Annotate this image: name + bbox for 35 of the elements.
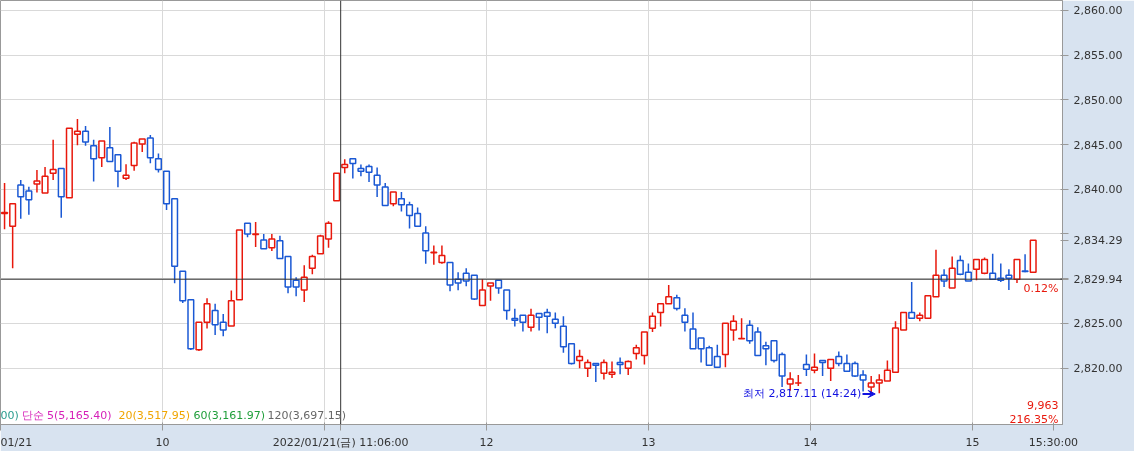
candlestick: [648, 311, 657, 333]
candlestick: [154, 152, 163, 174]
annotation: 최저 2,817.11 (14:24): [742, 387, 862, 401]
ref-line-label: 2,829.94: [1073, 273, 1123, 287]
candlestick: [681, 307, 689, 333]
candlestick: [373, 166, 381, 198]
annotation: 00): [0, 408, 19, 422]
x-tick-label: 12: [479, 435, 494, 449]
x-tick-label: 13: [641, 435, 656, 449]
candlestick: [503, 289, 511, 321]
x-tick-label: 01/21: [0, 435, 33, 449]
annotation: 0.12%: [1023, 282, 1059, 296]
candlestick: [349, 157, 357, 180]
y-tick-label: 2,834.29: [1073, 234, 1123, 248]
x-tick-label: 14: [803, 435, 818, 449]
x-tick-label: 15:30:00: [1028, 435, 1079, 449]
annotation: 9,963: [1027, 399, 1059, 413]
x-tick-label: 10: [155, 435, 170, 449]
candlestick: [308, 253, 316, 275]
candlestick: [430, 244, 438, 266]
y-tick-label: 2,860.00: [1073, 4, 1123, 18]
candlestick: [422, 225, 430, 265]
annotation: 216.35%: [1009, 412, 1059, 426]
y-tick-label: 2,850.00: [1073, 93, 1123, 107]
y-tick-label: 2,845.00: [1073, 138, 1123, 152]
annotation: 20(3,517.95): [118, 408, 191, 422]
x-tick-label: 15: [965, 435, 980, 449]
y-tick-label: 2,825.00: [1073, 317, 1123, 331]
y-tick-label: 2,855.00: [1073, 49, 1123, 63]
annotation: 단순 5(5,165.40): [21, 408, 112, 422]
annotation: 60(3,161.97): [193, 408, 266, 422]
y-tick-label: 2,840.00: [1073, 183, 1123, 197]
y-tick-label: 2,820.00: [1073, 362, 1123, 376]
ref-line-label: 2022/01/21(금) 11:06:00: [272, 435, 409, 449]
candlestick: [122, 163, 130, 181]
